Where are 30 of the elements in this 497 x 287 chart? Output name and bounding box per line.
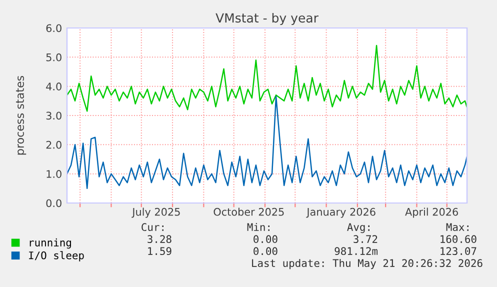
text: 1.59 [148, 247, 172, 256]
text: 3.28 [148, 235, 172, 244]
line-series [67, 44, 467, 112]
legend-label: running [30, 238, 71, 249]
text: Cur: [142, 223, 164, 232]
x-tick-label: October 2025 [214, 208, 284, 216]
legend-label: I/O sleep [29, 251, 84, 262]
y-axis-title: process states [16, 76, 26, 155]
text: 123.07 [440, 247, 476, 256]
text: 160.60 [440, 235, 476, 244]
line-series [67, 96, 467, 190]
y-tick-label: 0.0 [46, 199, 62, 208]
y-tick-label: 6.0 [46, 24, 62, 32]
text: 981.12m [334, 247, 378, 256]
text: Last update: Thu May 21 20:26:32 2026 [252, 258, 482, 270]
y-tick-label: 5.0 [46, 53, 62, 62]
text: 0.00 [254, 247, 278, 256]
text: Max: [446, 223, 468, 232]
text: 0.00 [254, 235, 278, 244]
x-tick-label: July 2025 [132, 208, 180, 218]
text: 3.72 [354, 235, 378, 244]
y-tick-label: 4.0 [46, 82, 62, 90]
text: Min: [247, 222, 270, 231]
y-tick-label: 2.0 [46, 140, 62, 149]
y-tick-label: 3.0 [46, 112, 62, 120]
x-tick-label: January 2026 [306, 208, 376, 218]
x-tick-label: April 2026 [405, 208, 458, 218]
chart-title: VMstat - by year [216, 12, 318, 26]
y-tick-label: 1.0 [46, 170, 62, 178]
text: Avg: [347, 223, 370, 234]
